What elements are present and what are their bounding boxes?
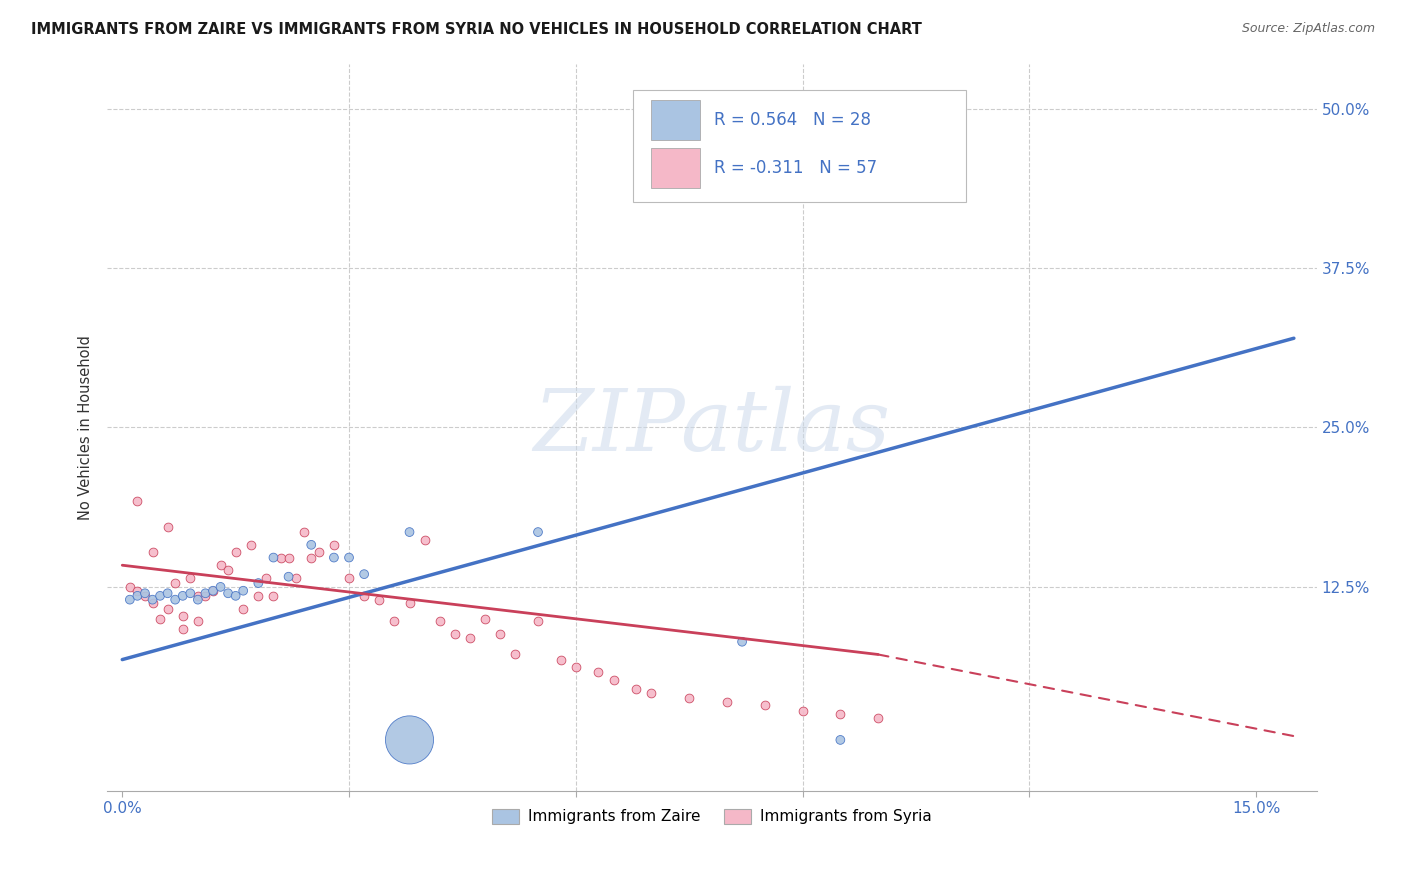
- Point: [640, 686, 662, 700]
- Point: [209, 558, 232, 573]
- Point: [353, 567, 375, 582]
- Point: [588, 665, 610, 680]
- Point: [187, 592, 209, 607]
- Point: [201, 583, 224, 598]
- Point: [179, 586, 201, 600]
- Point: [337, 550, 360, 565]
- Point: [270, 550, 292, 565]
- Point: [127, 583, 149, 598]
- Point: [292, 524, 315, 539]
- Point: [285, 571, 308, 585]
- Y-axis label: No Vehicles in Household: No Vehicles in Household: [79, 335, 93, 520]
- Point: [232, 583, 254, 598]
- Point: [141, 592, 163, 607]
- Point: [398, 733, 420, 747]
- Point: [187, 589, 209, 603]
- Point: [754, 698, 776, 713]
- Point: [217, 563, 239, 577]
- Point: [194, 586, 217, 600]
- Bar: [651, 100, 700, 140]
- Point: [225, 589, 247, 603]
- Point: [337, 571, 360, 585]
- Point: [127, 589, 149, 603]
- Point: [118, 580, 141, 594]
- Point: [678, 690, 700, 705]
- Point: [194, 589, 217, 603]
- Point: [830, 733, 852, 747]
- Point: [141, 545, 163, 559]
- Point: [118, 592, 141, 607]
- Point: [565, 660, 588, 674]
- Point: [398, 597, 420, 611]
- Point: [149, 612, 172, 626]
- Point: [299, 550, 322, 565]
- Point: [172, 589, 194, 603]
- Point: [868, 711, 890, 725]
- Text: ZIPatlas: ZIPatlas: [533, 386, 890, 469]
- Point: [353, 589, 375, 603]
- Point: [322, 550, 344, 565]
- Point: [716, 695, 738, 709]
- Point: [141, 597, 163, 611]
- Text: Source: ZipAtlas.com: Source: ZipAtlas.com: [1241, 22, 1375, 36]
- Point: [626, 681, 648, 696]
- Point: [232, 601, 254, 615]
- Point: [474, 612, 496, 626]
- Point: [489, 627, 512, 641]
- Point: [602, 673, 624, 687]
- Point: [239, 538, 262, 552]
- Point: [830, 707, 852, 722]
- Point: [458, 631, 481, 645]
- Point: [187, 615, 209, 629]
- Point: [505, 648, 527, 662]
- Point: [444, 627, 467, 641]
- Point: [156, 601, 179, 615]
- Point: [247, 589, 270, 603]
- Point: [179, 571, 201, 585]
- Point: [209, 580, 232, 594]
- Point: [262, 589, 284, 603]
- Text: R = -0.311   N = 57: R = -0.311 N = 57: [714, 159, 877, 177]
- Text: IMMIGRANTS FROM ZAIRE VS IMMIGRANTS FROM SYRIA NO VEHICLES IN HOUSEHOLD CORRELAT: IMMIGRANTS FROM ZAIRE VS IMMIGRANTS FROM…: [31, 22, 922, 37]
- Point: [299, 538, 322, 552]
- Point: [201, 583, 224, 598]
- Point: [384, 615, 406, 629]
- Point: [165, 576, 187, 591]
- Point: [156, 520, 179, 534]
- Point: [322, 538, 344, 552]
- Point: [413, 533, 436, 547]
- Point: [262, 550, 284, 565]
- Bar: [651, 148, 700, 188]
- Point: [277, 550, 299, 565]
- Point: [527, 615, 550, 629]
- Point: [308, 545, 330, 559]
- Point: [165, 592, 187, 607]
- Point: [127, 494, 149, 508]
- Point: [368, 592, 391, 607]
- Point: [149, 589, 172, 603]
- Point: [134, 586, 156, 600]
- Point: [225, 545, 247, 559]
- FancyBboxPatch shape: [633, 89, 966, 202]
- Point: [156, 586, 179, 600]
- Point: [172, 609, 194, 624]
- Point: [247, 576, 270, 591]
- Point: [134, 589, 156, 603]
- Point: [550, 652, 572, 666]
- Point: [429, 615, 451, 629]
- Point: [217, 586, 239, 600]
- Point: [527, 524, 550, 539]
- Point: [398, 524, 420, 539]
- Point: [277, 570, 299, 584]
- Point: [254, 571, 277, 585]
- Point: [792, 704, 814, 718]
- Point: [731, 634, 754, 648]
- Point: [172, 622, 194, 636]
- Legend: Immigrants from Zaire, Immigrants from Syria: Immigrants from Zaire, Immigrants from S…: [485, 803, 938, 830]
- Text: R = 0.564   N = 28: R = 0.564 N = 28: [714, 111, 872, 129]
